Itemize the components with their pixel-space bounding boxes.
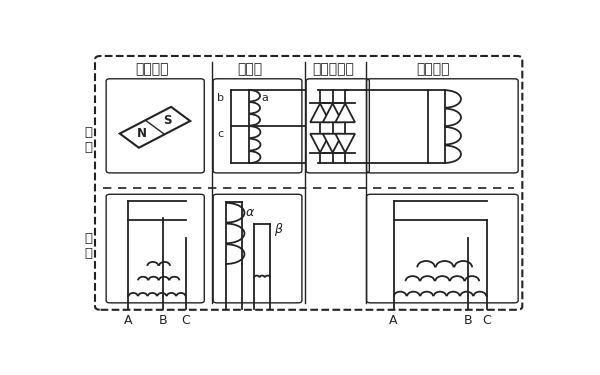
Polygon shape bbox=[335, 134, 355, 153]
Text: A: A bbox=[389, 314, 398, 327]
Text: B: B bbox=[159, 314, 167, 327]
Text: β: β bbox=[274, 223, 282, 236]
Text: α: α bbox=[246, 206, 254, 219]
Text: 励磁机: 励磁机 bbox=[237, 63, 262, 76]
Text: 定
子: 定 子 bbox=[84, 232, 92, 260]
Text: 旋转整流器: 旋转整流器 bbox=[312, 63, 354, 76]
Text: S: S bbox=[164, 114, 172, 127]
Text: B: B bbox=[464, 314, 472, 327]
Text: a: a bbox=[261, 93, 268, 103]
Polygon shape bbox=[323, 104, 343, 122]
Polygon shape bbox=[323, 134, 343, 153]
Text: N: N bbox=[137, 128, 147, 141]
Text: c: c bbox=[218, 129, 224, 139]
Polygon shape bbox=[310, 134, 330, 153]
Polygon shape bbox=[310, 104, 330, 122]
Text: C: C bbox=[482, 314, 491, 327]
Text: 转
子: 转 子 bbox=[84, 126, 92, 154]
Polygon shape bbox=[335, 104, 355, 122]
Text: C: C bbox=[181, 314, 190, 327]
Text: 主发电机: 主发电机 bbox=[416, 63, 450, 76]
Text: 副励磁机: 副励磁机 bbox=[135, 63, 169, 76]
Text: A: A bbox=[124, 314, 133, 327]
Polygon shape bbox=[120, 107, 190, 148]
Text: b: b bbox=[217, 93, 224, 103]
